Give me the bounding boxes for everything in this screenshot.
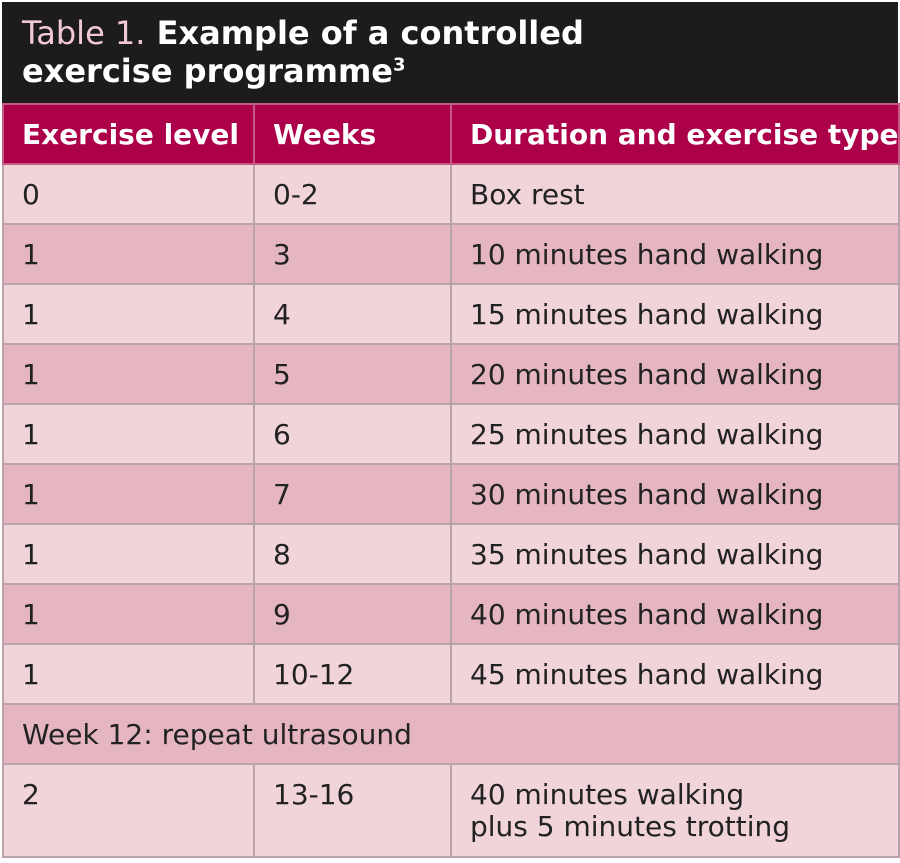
cell-weeks: 7 — [253, 463, 452, 525]
table-row: 0 0-2 Box rest — [2, 163, 900, 225]
table-row: 1 5 20 minutes hand walking — [2, 343, 900, 405]
cell-level: 1 — [2, 643, 255, 705]
header-exercise-level: Exercise level — [2, 103, 255, 165]
table-title-text-1: Example of a controlled — [156, 14, 584, 52]
cell-activity: 25 minutes hand walking — [450, 403, 900, 465]
table-row: 1 4 15 minutes hand walking — [2, 283, 900, 345]
cell-level: 1 — [2, 223, 255, 285]
cell-weeks: 4 — [253, 283, 452, 345]
cell-level: 1 — [2, 463, 255, 525]
table-row: 1 10-12 45 minutes hand walking — [2, 643, 900, 705]
table-row: 1 3 10 minutes hand walking — [2, 223, 900, 285]
table-title-text-2: exercise programme — [22, 52, 393, 90]
cell-weeks: 5 — [253, 343, 452, 405]
cell-level: 1 — [2, 583, 255, 645]
note-cell: Week 12: repeat ultrasound — [2, 703, 900, 765]
cell-level: 1 — [2, 283, 255, 345]
table-row: 2 13-16 40 minutes walking plus 5 minute… — [2, 763, 900, 858]
cell-activity: 35 minutes hand walking — [450, 523, 900, 585]
citation-superscript: 3 — [393, 54, 406, 76]
cell-weeks: 9 — [253, 583, 452, 645]
table-title-line-2: exercise programme3 — [22, 52, 878, 90]
cell-level: 1 — [2, 403, 255, 465]
cell-level: 2 — [2, 763, 255, 858]
exercise-table: Exercise level Weeks Duration and exerci… — [2, 103, 900, 858]
cell-weeks: 10-12 — [253, 643, 452, 705]
cell-activity-line-1: 40 minutes walking — [470, 778, 745, 811]
table-title-line-1: Table 1. Example of a controlled — [22, 14, 878, 52]
cell-weeks: 0-2 — [253, 163, 452, 225]
cell-weeks: 13-16 — [253, 763, 452, 858]
table-row: 1 8 35 minutes hand walking — [2, 523, 900, 585]
header-duration: Duration and exercise type — [450, 103, 900, 165]
cell-weeks: 6 — [253, 403, 452, 465]
header-weeks: Weeks — [253, 103, 452, 165]
table-row: 1 9 40 minutes hand walking — [2, 583, 900, 645]
cell-weeks: 8 — [253, 523, 452, 585]
cell-activity: 15 minutes hand walking — [450, 283, 900, 345]
table-number: Table 1. — [22, 14, 146, 52]
cell-activity: 30 minutes hand walking — [450, 463, 900, 525]
cell-activity: 45 minutes hand walking — [450, 643, 900, 705]
table-row: 1 7 30 minutes hand walking — [2, 463, 900, 525]
cell-level: 0 — [2, 163, 255, 225]
cell-level: 1 — [2, 523, 255, 585]
note-row: Week 12: repeat ultrasound — [2, 703, 900, 765]
cell-activity: 10 minutes hand walking — [450, 223, 900, 285]
table-title-bar: Table 1. Example of a controlled exercis… — [2, 2, 898, 103]
cell-activity: 20 minutes hand walking — [450, 343, 900, 405]
cell-activity: Box rest — [450, 163, 900, 225]
cell-weeks: 3 — [253, 223, 452, 285]
table-header-row: Exercise level Weeks Duration and exerci… — [2, 103, 900, 165]
cell-activity-line-2: plus 5 minutes trotting — [470, 810, 791, 843]
cell-activity: 40 minutes walking plus 5 minutes trotti… — [450, 763, 900, 858]
table-row: 1 6 25 minutes hand walking — [2, 403, 900, 465]
cell-level: 1 — [2, 343, 255, 405]
cell-activity: 40 minutes hand walking — [450, 583, 900, 645]
